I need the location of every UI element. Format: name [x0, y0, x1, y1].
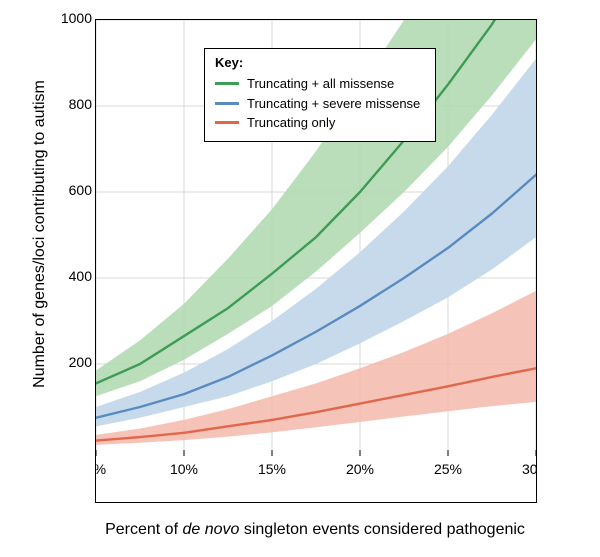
svg-text:25%: 25%	[434, 461, 462, 477]
svg-text:20%: 20%	[346, 461, 374, 477]
y-axis-label: Number of genes/loci contributing to aut…	[31, 80, 49, 388]
legend-swatch	[215, 121, 239, 124]
svg-text:15%: 15%	[258, 461, 286, 477]
legend-label: Truncating + severe missense	[247, 94, 420, 114]
x-axis-label-italic: de novo	[182, 521, 239, 538]
legend-swatch	[215, 102, 239, 105]
legend-row: Truncating + all missense	[215, 74, 425, 94]
svg-text:5%: 5%	[96, 461, 106, 477]
x-axis-label-post: singleton events considered pathogenic	[239, 521, 525, 538]
legend-title: Key:	[215, 55, 425, 70]
x-axis-label-pre: Percent of	[105, 521, 182, 538]
y-tick-label: 1000	[44, 10, 92, 26]
svg-text:10%: 10%	[170, 461, 198, 477]
legend-label: Truncating + all missense	[247, 74, 394, 94]
chart-panel: 5% 10% 15% 20% 25% 30% Key: Truncating + all …	[95, 19, 537, 503]
svg-text:30%: 30%	[522, 461, 536, 477]
legend-row: Truncating only	[215, 113, 425, 133]
y-tick-label: 800	[44, 96, 92, 112]
x-axis-label: Percent of de novo singleton events cons…	[105, 521, 525, 539]
y-tick-label: 200	[44, 354, 92, 370]
legend-swatch	[215, 82, 239, 85]
legend-label: Truncating only	[247, 113, 335, 133]
y-tick-label: 400	[44, 268, 92, 284]
legend: Key: Truncating + all missenseTruncating…	[204, 48, 436, 142]
legend-items: Truncating + all missenseTruncating + se…	[215, 74, 425, 133]
y-tick-label: 600	[44, 182, 92, 198]
chart-frame: 5% 10% 15% 20% 25% 30% Key: Truncating + all …	[0, 0, 600, 557]
legend-row: Truncating + severe missense	[215, 94, 425, 114]
